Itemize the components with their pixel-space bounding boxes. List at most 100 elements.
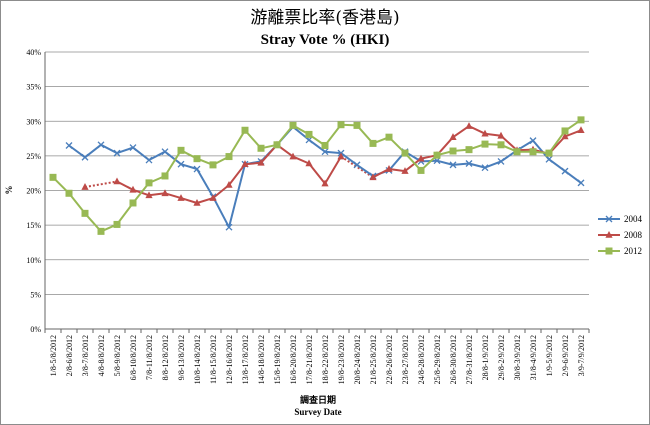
data-point-x-marker — [161, 148, 169, 156]
series-layer — [49, 116, 585, 235]
x-axis-title: 調查日期 — [300, 394, 336, 405]
x-tick-label: 27/8-31/8/2012 — [465, 335, 474, 384]
data-point-triangle-marker — [561, 132, 569, 140]
data-point-x-marker — [605, 215, 613, 223]
y-tick-label: 35% — [26, 83, 41, 92]
data-point-square-marker — [193, 155, 201, 163]
data-point-x-marker — [225, 223, 233, 231]
data-point-square-marker — [225, 153, 233, 161]
data-point-triangle-marker — [497, 131, 505, 139]
data-point-x-marker — [497, 157, 505, 165]
data-point-triangle-marker — [177, 194, 185, 201]
x-tick-label: 3/8-7/8/2012 — [81, 335, 90, 376]
x-tick-label: 25/8-29/8/2012 — [433, 335, 442, 384]
x-tick-label: 23/8-27/8/2012 — [401, 335, 410, 384]
data-point-triangle-marker — [417, 154, 425, 162]
data-point-triangle-marker — [577, 126, 585, 134]
data-point-triangle-marker — [385, 165, 393, 172]
x-tick-label: 2/9-6/9/2012 — [561, 335, 570, 376]
x-tick-label: 28/8-1/9/2012 — [481, 335, 490, 380]
legend: 2004 2008 2012 — [598, 214, 643, 256]
data-point-square-marker — [529, 148, 537, 156]
data-point-triangle-marker — [129, 185, 137, 193]
x-tick-label: 22/8-26/8/2012 — [385, 335, 394, 384]
chart-subtitle: Stray Vote % (HKI) — [261, 32, 390, 48]
data-point-square-marker — [97, 227, 105, 235]
data-point-square-marker — [321, 141, 329, 149]
y-tick-label: 30% — [26, 117, 41, 126]
x-axis-title-en: Survey Date — [294, 407, 341, 417]
data-point-x-marker — [577, 179, 585, 187]
data-point-triangle-marker — [81, 183, 89, 190]
data-point-x-marker — [481, 164, 489, 172]
data-point-square-marker — [65, 189, 73, 197]
data-point-x-marker — [145, 156, 153, 164]
data-point-triangle-marker — [321, 179, 329, 187]
data-point-square-marker — [241, 126, 249, 134]
x-tick-label: 14/8-18/8/2012 — [257, 335, 266, 384]
data-point-x-marker — [545, 155, 553, 163]
data-point-square-marker — [481, 140, 489, 148]
data-point-triangle-marker — [305, 159, 313, 167]
data-point-square-marker — [81, 209, 89, 217]
x-tick-label: 30/8-3/9/2012 — [513, 335, 522, 380]
data-point-triangle-marker — [369, 173, 377, 181]
data-point-square-marker — [513, 148, 521, 156]
data-point-x-marker — [193, 165, 201, 173]
data-point-square-marker — [257, 144, 265, 152]
data-point-x-marker — [113, 149, 121, 157]
data-point-triangle-marker — [193, 198, 201, 206]
x-tick-label: 19/8-23/8/2012 — [337, 335, 346, 384]
data-point-square-marker — [605, 247, 613, 255]
y-tick-label: 0% — [30, 325, 41, 334]
data-point-square-marker — [209, 161, 217, 169]
series-line — [52, 119, 582, 233]
data-point-square-marker — [545, 149, 553, 157]
data-point-triangle-marker — [401, 167, 409, 174]
data-point-x-marker — [465, 160, 473, 167]
data-point-x-marker — [129, 144, 137, 152]
data-point-x-marker — [81, 153, 89, 161]
x-tick-label: 21/8-25/8/2012 — [369, 335, 378, 384]
data-point-square-marker — [337, 121, 345, 129]
data-point-square-marker — [273, 141, 281, 149]
series-2012 — [49, 116, 585, 235]
data-point-x-marker — [449, 161, 457, 169]
y-tick-label: 20% — [26, 187, 41, 196]
data-point-square-marker — [129, 199, 137, 207]
x-tick-label: 29/8-2/9/2012 — [497, 335, 506, 380]
x-tick-label: 16/8-20/8/2012 — [289, 335, 298, 384]
x-tick-label: 9/8-13/8/2012 — [177, 335, 186, 380]
legend-label: 2012 — [624, 246, 642, 256]
x-tick-label: 2/8-6/8/2012 — [65, 335, 74, 376]
series-dotted-gap — [84, 180, 118, 189]
grid-lines — [45, 51, 589, 330]
y-tick-label: 40% — [26, 48, 41, 57]
x-tick-label: 18/8-22/8/2012 — [321, 335, 330, 384]
data-point-triangle-marker — [605, 231, 613, 238]
y-tick-label: 25% — [26, 152, 41, 161]
data-point-square-marker — [305, 130, 313, 138]
y-tick-label: 5% — [30, 290, 41, 299]
legend-label: 2008 — [624, 230, 643, 240]
data-point-square-marker — [449, 147, 457, 155]
data-point-square-marker — [401, 149, 409, 157]
legend-item-2012: 2012 — [598, 246, 642, 256]
x-tick-label: 17/8-21/8/2012 — [305, 335, 314, 384]
data-point-triangle-marker — [145, 191, 153, 199]
data-point-x-marker — [321, 148, 329, 156]
data-point-x-marker — [529, 137, 537, 145]
x-tick-label: 3/9-7/9/2012 — [577, 335, 586, 376]
y-tick-label: 15% — [26, 221, 41, 230]
data-point-x-marker — [65, 142, 73, 149]
data-point-x-marker — [97, 141, 105, 149]
data-point-square-marker — [369, 139, 377, 147]
data-point-x-marker — [353, 161, 361, 169]
x-tick-label: 31/8-4/9/2012 — [529, 335, 538, 380]
chart-title: 游離票比率(香港島) — [250, 8, 399, 28]
y-axis-title: % — [4, 186, 14, 195]
data-point-square-marker — [145, 179, 153, 187]
data-point-square-marker — [561, 127, 569, 135]
